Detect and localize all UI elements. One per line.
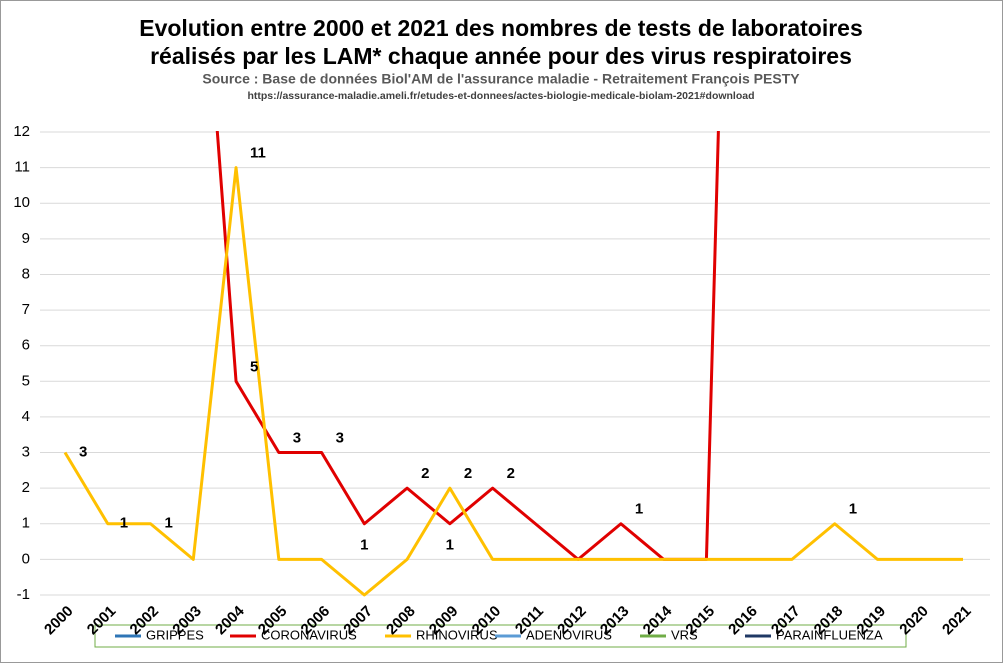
legend-label: PARAINFLUENZA — [776, 627, 883, 642]
y-tick-label: 5 — [22, 372, 30, 389]
y-tick-label: 9 — [22, 230, 30, 247]
data-label: 2 — [421, 465, 429, 482]
data-label: 1 — [446, 537, 454, 554]
y-tick-label: 10 — [13, 194, 30, 211]
series-line — [215, 131, 720, 561]
y-tick-label: 11 — [14, 159, 30, 176]
y-tick-label: 7 — [22, 301, 30, 318]
legend-label: ADENOVIRUS — [526, 627, 612, 642]
data-label: 3 — [293, 430, 301, 447]
plot-area — [63, 131, 963, 597]
data-label: 11 — [250, 145, 266, 162]
y-tick-label: 12 — [13, 123, 30, 140]
chart-title: réalisés par les LAM* chaque année pour … — [150, 43, 852, 69]
legend-label: GRIPPES — [146, 627, 204, 642]
y-tick-label: 0 — [22, 550, 30, 567]
y-tick-label: 8 — [22, 265, 30, 282]
data-label: 2 — [464, 465, 472, 482]
data-label: 1 — [120, 515, 128, 532]
y-tick-label: -1 — [17, 586, 30, 603]
data-label: 5 — [250, 358, 258, 375]
legend-label: RHINOVIRUS — [416, 627, 498, 642]
data-label: 3 — [79, 444, 87, 461]
legend-label: CORONAVIRUS — [261, 627, 357, 642]
y-tick-label: 6 — [22, 337, 30, 354]
series-line — [63, 166, 963, 597]
data-label: 2 — [507, 465, 515, 482]
legend-label: VRS — [671, 627, 698, 642]
data-label: 3 — [336, 430, 344, 447]
data-label: 1 — [360, 537, 368, 554]
y-tick-label: 3 — [22, 444, 30, 461]
data-label: 1 — [849, 501, 857, 518]
y-tick-label: 2 — [22, 479, 30, 496]
chart-subtitle: Source : Base de données Biol'AM de l'as… — [202, 71, 800, 87]
data-label: 1 — [165, 515, 173, 532]
data-label: 1 — [635, 501, 643, 518]
y-tick-label: 4 — [22, 408, 30, 425]
legend-box — [94, 624, 907, 648]
chart-title: Evolution entre 2000 et 2021 des nombres… — [139, 15, 863, 41]
source-url: https://assurance-maladie.ameli.fr/etude… — [247, 90, 754, 102]
y-tick-label: 1 — [22, 515, 30, 532]
